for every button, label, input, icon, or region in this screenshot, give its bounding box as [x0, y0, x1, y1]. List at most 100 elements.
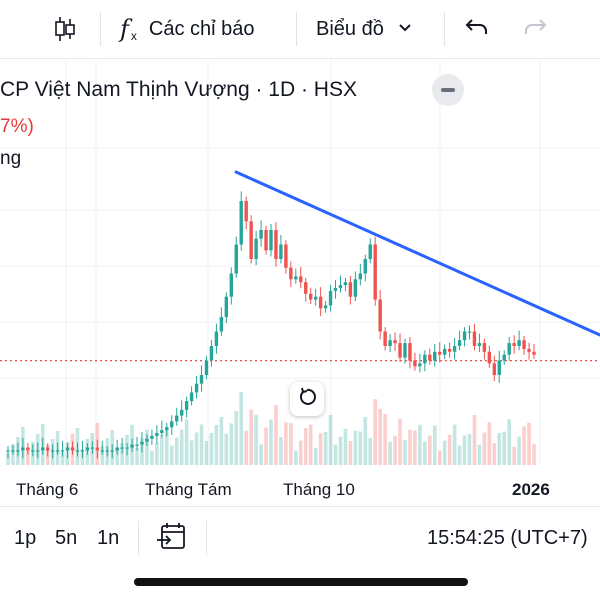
volume-bar — [313, 447, 318, 465]
candle-body — [497, 360, 501, 375]
reset-chart-button[interactable] — [290, 382, 324, 416]
candle-body — [284, 244, 288, 268]
candle-body — [408, 343, 412, 361]
volume-bar — [184, 419, 189, 465]
candle-body — [209, 346, 214, 361]
candle-body — [219, 317, 224, 332]
candle-body — [21, 447, 25, 451]
clock-time[interactable]: 15:54:25 (UTC+7) — [427, 527, 588, 549]
volume-bar — [333, 444, 338, 465]
candle-body — [165, 427, 169, 431]
candle-body — [294, 276, 298, 280]
candle-body — [368, 244, 372, 259]
candle-body — [184, 401, 189, 410]
candle-body — [532, 351, 536, 355]
volume-bar — [289, 423, 293, 465]
volume-bar — [155, 442, 159, 465]
go-to-date-icon[interactable] — [156, 521, 188, 558]
volume-bar — [318, 433, 323, 465]
volume-bar — [467, 434, 472, 465]
candle-body — [150, 435, 154, 439]
toolbar-divider — [100, 12, 101, 46]
volume-bar — [393, 435, 397, 465]
candle-body — [105, 450, 109, 452]
interval-1n-button[interactable]: 1n — [97, 527, 120, 549]
volume-bar — [447, 434, 452, 465]
chevron-down-icon — [398, 20, 412, 38]
volume-bar — [204, 441, 209, 465]
candle-body — [55, 450, 60, 452]
volume-bar — [6, 453, 10, 465]
candlestick-icon[interactable] — [50, 0, 80, 58]
interval-5n-button[interactable]: 5n — [55, 527, 78, 549]
candle-body — [120, 447, 124, 449]
volume-bar — [150, 450, 154, 465]
volume-bar — [214, 425, 219, 465]
candle-body — [170, 421, 174, 428]
interval-1p-button[interactable]: 1p — [14, 527, 37, 549]
candle-body — [100, 450, 104, 452]
undo-button[interactable] — [464, 0, 490, 58]
candle-body — [189, 392, 194, 402]
candle-body — [363, 259, 367, 274]
volume-bar — [363, 417, 368, 465]
symbol-title: CP Việt Nam Thịnh Vượng · 1D · HSX — [0, 78, 357, 101]
candle-body — [373, 244, 377, 300]
volume-bar — [408, 429, 412, 465]
candle-body — [224, 296, 229, 317]
volume-bar — [353, 430, 358, 465]
price-chart[interactable] — [0, 60, 600, 470]
redo-button[interactable] — [522, 0, 548, 58]
candle-body — [477, 343, 482, 346]
candle-body — [50, 450, 55, 452]
volume-bar — [427, 435, 432, 465]
volume-bar — [323, 431, 328, 465]
volume-bar — [368, 438, 373, 465]
candle-body — [289, 267, 293, 280]
indicators-button[interactable]: f x Các chỉ báo — [120, 0, 255, 58]
candle-body — [328, 290, 333, 306]
collapse-legend-button[interactable] — [432, 74, 464, 106]
volume-bar — [517, 436, 521, 465]
volume-bar — [160, 434, 164, 465]
volume-bar — [194, 432, 199, 465]
volume-bar — [532, 443, 536, 465]
undo-icon — [464, 16, 490, 43]
candle-body — [95, 447, 100, 451]
volume-bar — [482, 432, 487, 465]
volume-bar — [502, 431, 507, 465]
chart-type-dropdown[interactable]: Biểu đồ — [316, 0, 412, 58]
candle-body — [388, 340, 392, 346]
x-axis-label: Tháng 6 — [16, 480, 79, 499]
candle-body — [110, 450, 114, 452]
candle-body — [418, 363, 422, 367]
candle-body — [26, 447, 30, 451]
volume-bar — [383, 414, 387, 465]
volume-bar — [507, 419, 511, 465]
volume-bar — [373, 399, 378, 465]
volume-bar — [378, 408, 382, 465]
volume-bar — [388, 441, 392, 465]
volume-bar — [284, 422, 288, 465]
candle-body — [433, 351, 437, 361]
volume-bar — [26, 447, 30, 465]
candle-body — [254, 238, 258, 259]
candle-body — [244, 201, 248, 222]
candle-body — [487, 351, 492, 364]
candle-body — [179, 409, 184, 416]
candle-body — [214, 331, 219, 346]
candle-body — [428, 354, 432, 361]
reset-icon — [297, 387, 317, 412]
x-axis-label: Tháng 10 — [283, 480, 355, 499]
volume-bar — [522, 426, 526, 465]
volume-bar — [497, 433, 502, 465]
bottom-divider — [138, 521, 139, 555]
volume-bar — [403, 440, 407, 465]
volume-bar — [442, 440, 447, 465]
candle-body — [155, 433, 159, 436]
candle-body — [36, 450, 40, 452]
candle-body — [338, 285, 343, 288]
volume-bar — [60, 452, 65, 465]
x-axis-label: Tháng Tám — [145, 480, 232, 499]
volume-bar — [179, 429, 184, 465]
